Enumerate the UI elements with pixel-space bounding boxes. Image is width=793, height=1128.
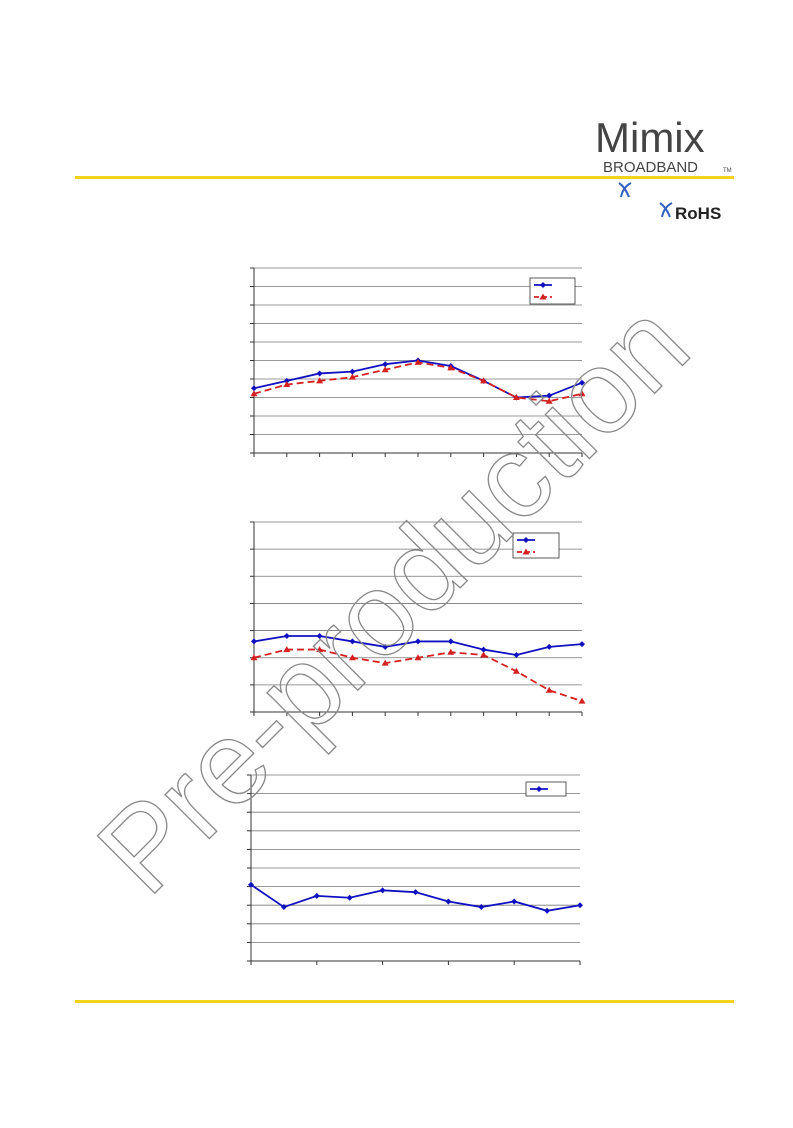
point <box>512 667 520 674</box>
point <box>250 654 258 661</box>
point <box>546 392 553 399</box>
point <box>349 368 356 375</box>
chart <box>250 267 586 457</box>
point <box>513 652 520 658</box>
legend-marker <box>523 537 529 543</box>
point <box>251 638 257 645</box>
point <box>447 648 455 655</box>
point <box>283 646 291 653</box>
legend <box>512 532 560 559</box>
point <box>313 892 320 899</box>
point <box>578 390 586 397</box>
point <box>316 370 323 377</box>
point <box>447 638 454 645</box>
point <box>382 643 389 650</box>
point <box>381 659 389 666</box>
charts <box>247 267 586 965</box>
point <box>544 907 551 914</box>
point <box>577 902 583 909</box>
point <box>445 898 452 905</box>
rohs-icon <box>659 202 673 218</box>
legend-marker <box>539 293 547 300</box>
point <box>283 377 290 384</box>
point <box>414 654 422 661</box>
point <box>578 697 586 704</box>
rule <box>75 176 734 179</box>
point <box>511 898 518 905</box>
legend <box>529 277 576 305</box>
brand-sub: BROADBAND <box>603 159 698 176</box>
point <box>382 361 389 368</box>
point <box>480 646 487 653</box>
point <box>348 373 356 380</box>
point <box>248 881 254 888</box>
point <box>545 686 553 693</box>
point <box>447 364 455 371</box>
legend-marker <box>536 786 542 792</box>
point <box>480 651 488 658</box>
brand: Mimix <box>595 114 705 161</box>
rule <box>75 1000 734 1003</box>
point <box>349 638 356 645</box>
point <box>280 904 287 911</box>
point <box>283 633 290 639</box>
point <box>346 894 353 901</box>
point <box>251 385 257 392</box>
point <box>579 641 585 648</box>
point <box>283 381 291 388</box>
legend-marker <box>522 548 530 555</box>
chart <box>250 521 586 716</box>
point <box>348 654 356 661</box>
point <box>316 633 323 639</box>
point <box>579 379 585 386</box>
point <box>316 377 324 384</box>
point <box>412 889 419 896</box>
point <box>381 366 389 373</box>
point <box>379 887 386 894</box>
trademark: TM <box>723 168 732 174</box>
chart <box>247 774 583 965</box>
point <box>545 397 553 404</box>
point <box>414 358 422 365</box>
rohs: RoHS <box>675 204 721 223</box>
point <box>480 377 488 384</box>
point <box>415 638 421 645</box>
logo-icon <box>618 182 632 198</box>
point <box>546 643 553 650</box>
point <box>512 394 520 400</box>
point <box>478 904 485 911</box>
legend-marker <box>540 282 546 288</box>
point <box>250 390 258 397</box>
point <box>316 646 324 653</box>
